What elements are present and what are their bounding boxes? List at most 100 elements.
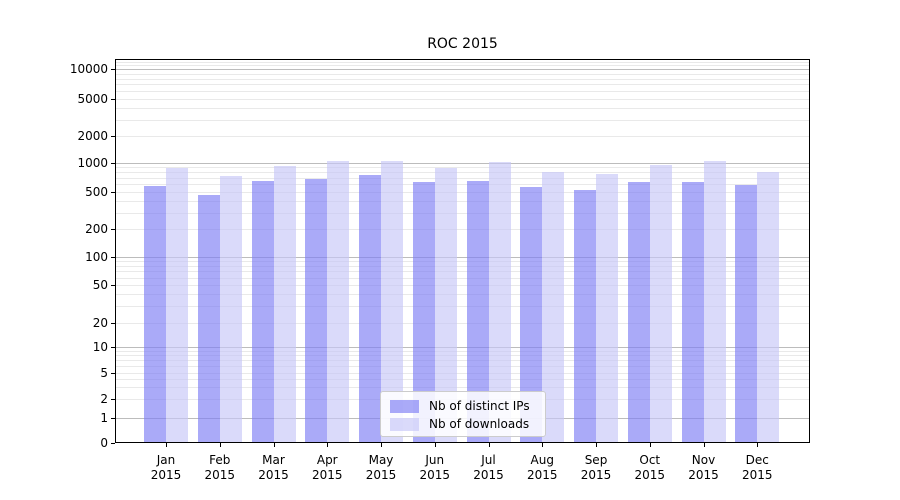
gridline-minor [115,177,810,179]
gridline-major [115,256,810,258]
gridline-minor [115,135,810,137]
legend-swatch-distinct-ips [390,399,419,413]
gridline-minor [115,277,810,279]
x-tick-label: Apr 2015 [311,453,343,482]
legend-row-distinct-ips: Nb of distinct IPs [390,397,545,415]
y-tick-label: 50 [92,277,108,292]
x-tick-label: Jul 2015 [473,453,504,482]
gridline-minor [115,108,810,110]
gridline-minor [115,355,810,357]
gridline-minor [115,192,810,194]
x-tick-label: Dec 2015 [741,453,773,482]
bar-downloads [219,176,242,443]
gridline-minor [115,350,810,352]
y-tick-label: 2 [100,391,108,406]
y-tick-mark [111,443,115,444]
gridline-minor [115,360,810,362]
y-tick-mark [111,373,115,375]
bar-distinct-ips [627,182,650,443]
gridline-minor [115,99,810,100]
y-tick-mark [111,162,115,164]
gridline-major [115,347,810,348]
gridline-major [115,162,810,164]
gridline-minor [115,228,810,230]
x-tick-mark [488,443,490,447]
bar-downloads [166,167,188,443]
bar-downloads [381,160,403,443]
x-tick-label: Jan 2015 [150,453,182,482]
y-tick-mark [111,99,115,100]
gridline-minor [115,61,810,63]
bar-downloads [703,160,726,443]
y-tick-mark [111,323,115,324]
chart-title: ROC 2015 [427,36,498,52]
bar-distinct-ips [466,181,489,443]
gridline-minor [115,167,810,169]
legend-row-downloads: Nb of downloads [390,415,545,433]
y-tick-mark [111,418,115,420]
bar-distinct-ips [412,181,435,443]
legend-label-downloads: Nb of downloads [429,417,530,431]
bar-distinct-ips [574,189,596,443]
gridline-minor [115,306,810,308]
y-tick-label: 100 [85,249,108,264]
y-tick-mark [111,192,115,194]
bar-downloads [542,172,565,443]
x-tick-mark [219,443,221,447]
x-tick-label: Aug 2015 [526,453,558,482]
x-tick-mark [273,443,275,447]
y-tick-mark [111,284,115,286]
y-tick-label: 0 [100,436,108,450]
y-tick-label: 1 [100,411,108,426]
x-tick-label: May 2015 [365,453,397,482]
gridline-minor [115,271,810,273]
bar-distinct-ips [197,194,220,443]
bar-downloads [596,173,618,443]
gridline-minor [115,212,810,214]
gridline-minor [115,266,810,267]
x-tick-mark [434,443,436,447]
gridline-minor [115,172,810,174]
bar-distinct-ips [359,175,381,443]
bar-downloads [434,168,457,443]
y-tick-label: 1000 [77,155,108,170]
gridline-minor [115,73,810,75]
gridline-minor [115,366,810,368]
y-tick-label: 2000 [77,128,108,143]
bar-downloads [273,166,296,443]
x-tick-mark [596,443,597,447]
bar-downloads [649,164,672,443]
y-tick-label: 5000 [77,92,108,106]
x-tick-mark [703,443,705,447]
gridline-minor [115,65,810,67]
y-tick-mark [111,256,115,258]
y-tick-label: 5 [100,366,108,381]
bar-downloads [488,162,511,443]
x-tick-label: Mar 2015 [258,453,289,482]
x-tick-mark [381,443,382,447]
y-tick-label: 10000 [69,61,108,76]
y-tick-mark [111,398,115,400]
gridline-minor [115,294,810,296]
bar-distinct-ips [520,186,543,443]
gridline-minor [115,201,810,203]
bar-downloads [327,161,350,443]
legend-swatch-downloads [390,417,419,431]
x-tick-mark [166,443,167,447]
y-tick-mark [111,135,115,137]
y-tick-mark [111,347,115,348]
gridline-minor [115,184,810,186]
y-tick-mark [111,228,115,230]
gridline-minor [115,261,810,263]
x-tick-mark [542,443,544,447]
x-tick-label: Jun 2015 [419,453,451,482]
x-tick-mark [649,443,651,447]
x-tick-label: Feb 2015 [204,453,236,482]
plot-area: 0 1 2 5 10 20 50 100 200 500 1000 2000 5000 10000 Jan… [70,59,810,482]
y-tick-label: 10 [92,340,108,354]
gridline-minor [115,284,810,286]
bar-distinct-ips [681,181,704,443]
y-tick-label: 20 [92,316,108,330]
gridline-minor [115,379,810,381]
